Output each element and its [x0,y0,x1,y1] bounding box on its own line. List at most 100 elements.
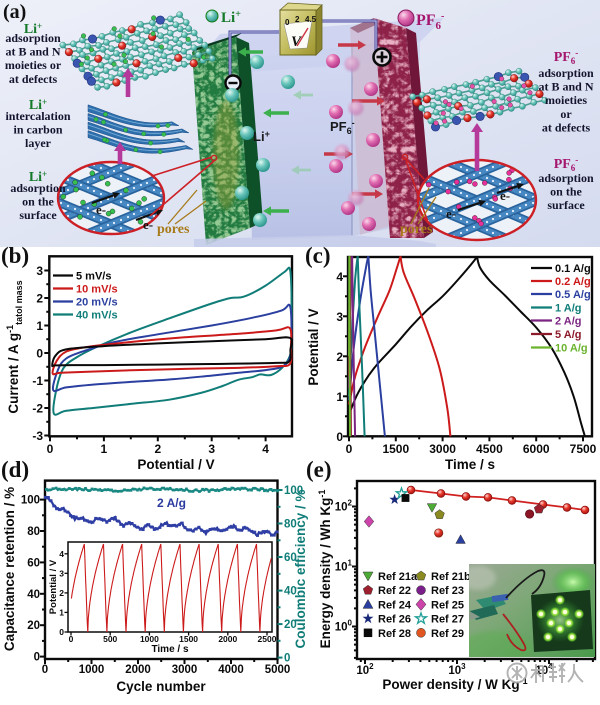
svg-text:4: 4 [262,442,269,456]
svg-text:Ref 27: Ref 27 [431,614,464,626]
svg-text:Ref 25: Ref 25 [431,599,464,611]
svg-text:0: 0 [336,430,343,444]
svg-text:0.2 A/g: 0.2 A/g [555,276,591,288]
svg-text:2000: 2000 [125,664,151,676]
svg-text:500: 500 [103,634,117,644]
svg-text:in carbon: in carbon [13,123,62,137]
svg-text:10 mV/s: 10 mV/s [76,284,118,296]
svg-text:Ref 29: Ref 29 [431,628,464,640]
svg-text:on the: on the [22,195,54,209]
svg-text:100: 100 [21,495,40,507]
svg-text:pores: pores [400,222,433,237]
svg-text:surface: surface [19,208,57,222]
svg-text:0.5 A/g: 0.5 A/g [555,289,591,301]
svg-text:PF6-: PF6- [416,11,444,32]
svg-text:(c): (c) [305,243,331,268]
svg-text:2: 2 [59,588,64,598]
svg-text:1500: 1500 [382,442,409,456]
svg-text:surface: surface [547,198,585,212]
svg-text:(a): (a) [3,1,26,23]
svg-text:intercalation: intercalation [5,109,70,123]
svg-text:-1: -1 [32,374,43,388]
svg-text:1: 1 [59,607,64,617]
svg-text:0: 0 [285,18,290,27]
svg-text:2: 2 [36,292,43,306]
svg-text:3000: 3000 [429,442,456,456]
svg-text:Potential / V: Potential / V [137,457,214,472]
svg-text:0: 0 [36,347,43,361]
svg-text:pores: pores [157,222,190,237]
svg-text:0: 0 [59,627,64,637]
svg-text:Ref 21a: Ref 21a [378,571,418,583]
svg-text:6000: 6000 [523,442,550,456]
svg-text:-2: -2 [32,402,43,416]
svg-text:2: 2 [154,442,161,456]
svg-text:0: 0 [42,664,48,676]
svg-text:4: 4 [336,270,343,284]
svg-text:Coulombic efficiency / %: Coulombic efficiency / % [293,489,308,648]
svg-text:40: 40 [27,589,40,601]
svg-text:4500: 4500 [476,442,503,456]
svg-text:at defects: at defects [542,120,591,134]
svg-text:Time / s: Time / s [151,644,188,655]
svg-text:1000: 1000 [79,664,105,676]
svg-text:3: 3 [59,568,64,578]
svg-text:moieties or: moieties or [5,58,62,72]
svg-text:20: 20 [27,620,40,632]
svg-text:-3: -3 [32,429,43,443]
svg-text:Cycle number: Cycle number [116,679,206,694]
svg-text:80: 80 [27,526,40,538]
svg-text:60: 60 [27,557,40,569]
svg-text:Ref 22: Ref 22 [378,585,411,597]
svg-text:5 mV/s: 5 mV/s [76,271,111,283]
svg-text:adsorption: adsorption [10,181,66,195]
svg-text:PF6-: PF6- [554,48,579,66]
svg-text:PF6-: PF6- [330,118,355,136]
svg-text:10 A/g: 10 A/g [555,343,588,355]
svg-text:4: 4 [59,549,64,559]
svg-text:0: 0 [284,653,290,665]
svg-text:at defects: at defects [9,72,58,86]
svg-text:5000: 5000 [265,664,291,676]
svg-text:2000: 2000 [218,634,237,644]
svg-text:(e): (e) [306,457,332,482]
svg-text:Ref 24: Ref 24 [378,599,412,611]
svg-text:Capacitance retention / %: Capacitance retention / % [2,487,17,651]
svg-text:on the: on the [550,185,582,199]
svg-text:2500: 2500 [258,634,277,644]
svg-text:adsorption: adsorption [5,31,61,45]
svg-text:(d): (d) [1,457,29,482]
svg-text:0: 0 [346,442,353,456]
svg-text:adsorption: adsorption [538,66,594,80]
svg-text:Ref 23: Ref 23 [431,585,464,597]
svg-text:0: 0 [34,652,40,664]
svg-text:layer: layer [25,136,52,150]
svg-text:40 mV/s: 40 mV/s [76,310,118,322]
svg-text:Energy density / Wh Kg-1: Energy density / Wh Kg-1 [317,490,333,649]
svg-text:adsorption: adsorption [538,171,594,185]
svg-text:1: 1 [36,319,43,333]
svg-text:1: 1 [336,390,343,404]
svg-text:at B and N: at B and N [538,80,593,94]
svg-text:Potential / V: Potential / V [306,308,321,385]
svg-text:2 A/g: 2 A/g [157,496,186,510]
svg-text:1: 1 [101,442,108,456]
svg-text:e-: e- [143,217,153,232]
svg-text:3: 3 [336,310,343,324]
svg-text:(b): (b) [1,243,29,268]
svg-text:2: 2 [336,350,343,364]
svg-text:or: or [560,107,572,121]
svg-text:0: 0 [69,634,74,644]
svg-text:3: 3 [208,442,215,456]
svg-text:2 A/g: 2 A/g [555,316,582,328]
svg-text:e-: e- [96,202,106,217]
svg-text:at B and N: at B and N [5,45,60,59]
svg-text:1000: 1000 [140,634,159,644]
svg-text:Power density / W Kg-1: Power density / W Kg-1 [382,676,527,692]
svg-text:Ref 28: Ref 28 [378,628,411,640]
svg-text:0.1 A/g: 0.1 A/g [555,263,591,275]
svg-text:Ref 21b: Ref 21b [431,571,471,583]
svg-text:3000: 3000 [172,664,198,676]
svg-text:Potential / V: Potential / V [48,559,59,614]
svg-text:4000: 4000 [218,664,244,676]
